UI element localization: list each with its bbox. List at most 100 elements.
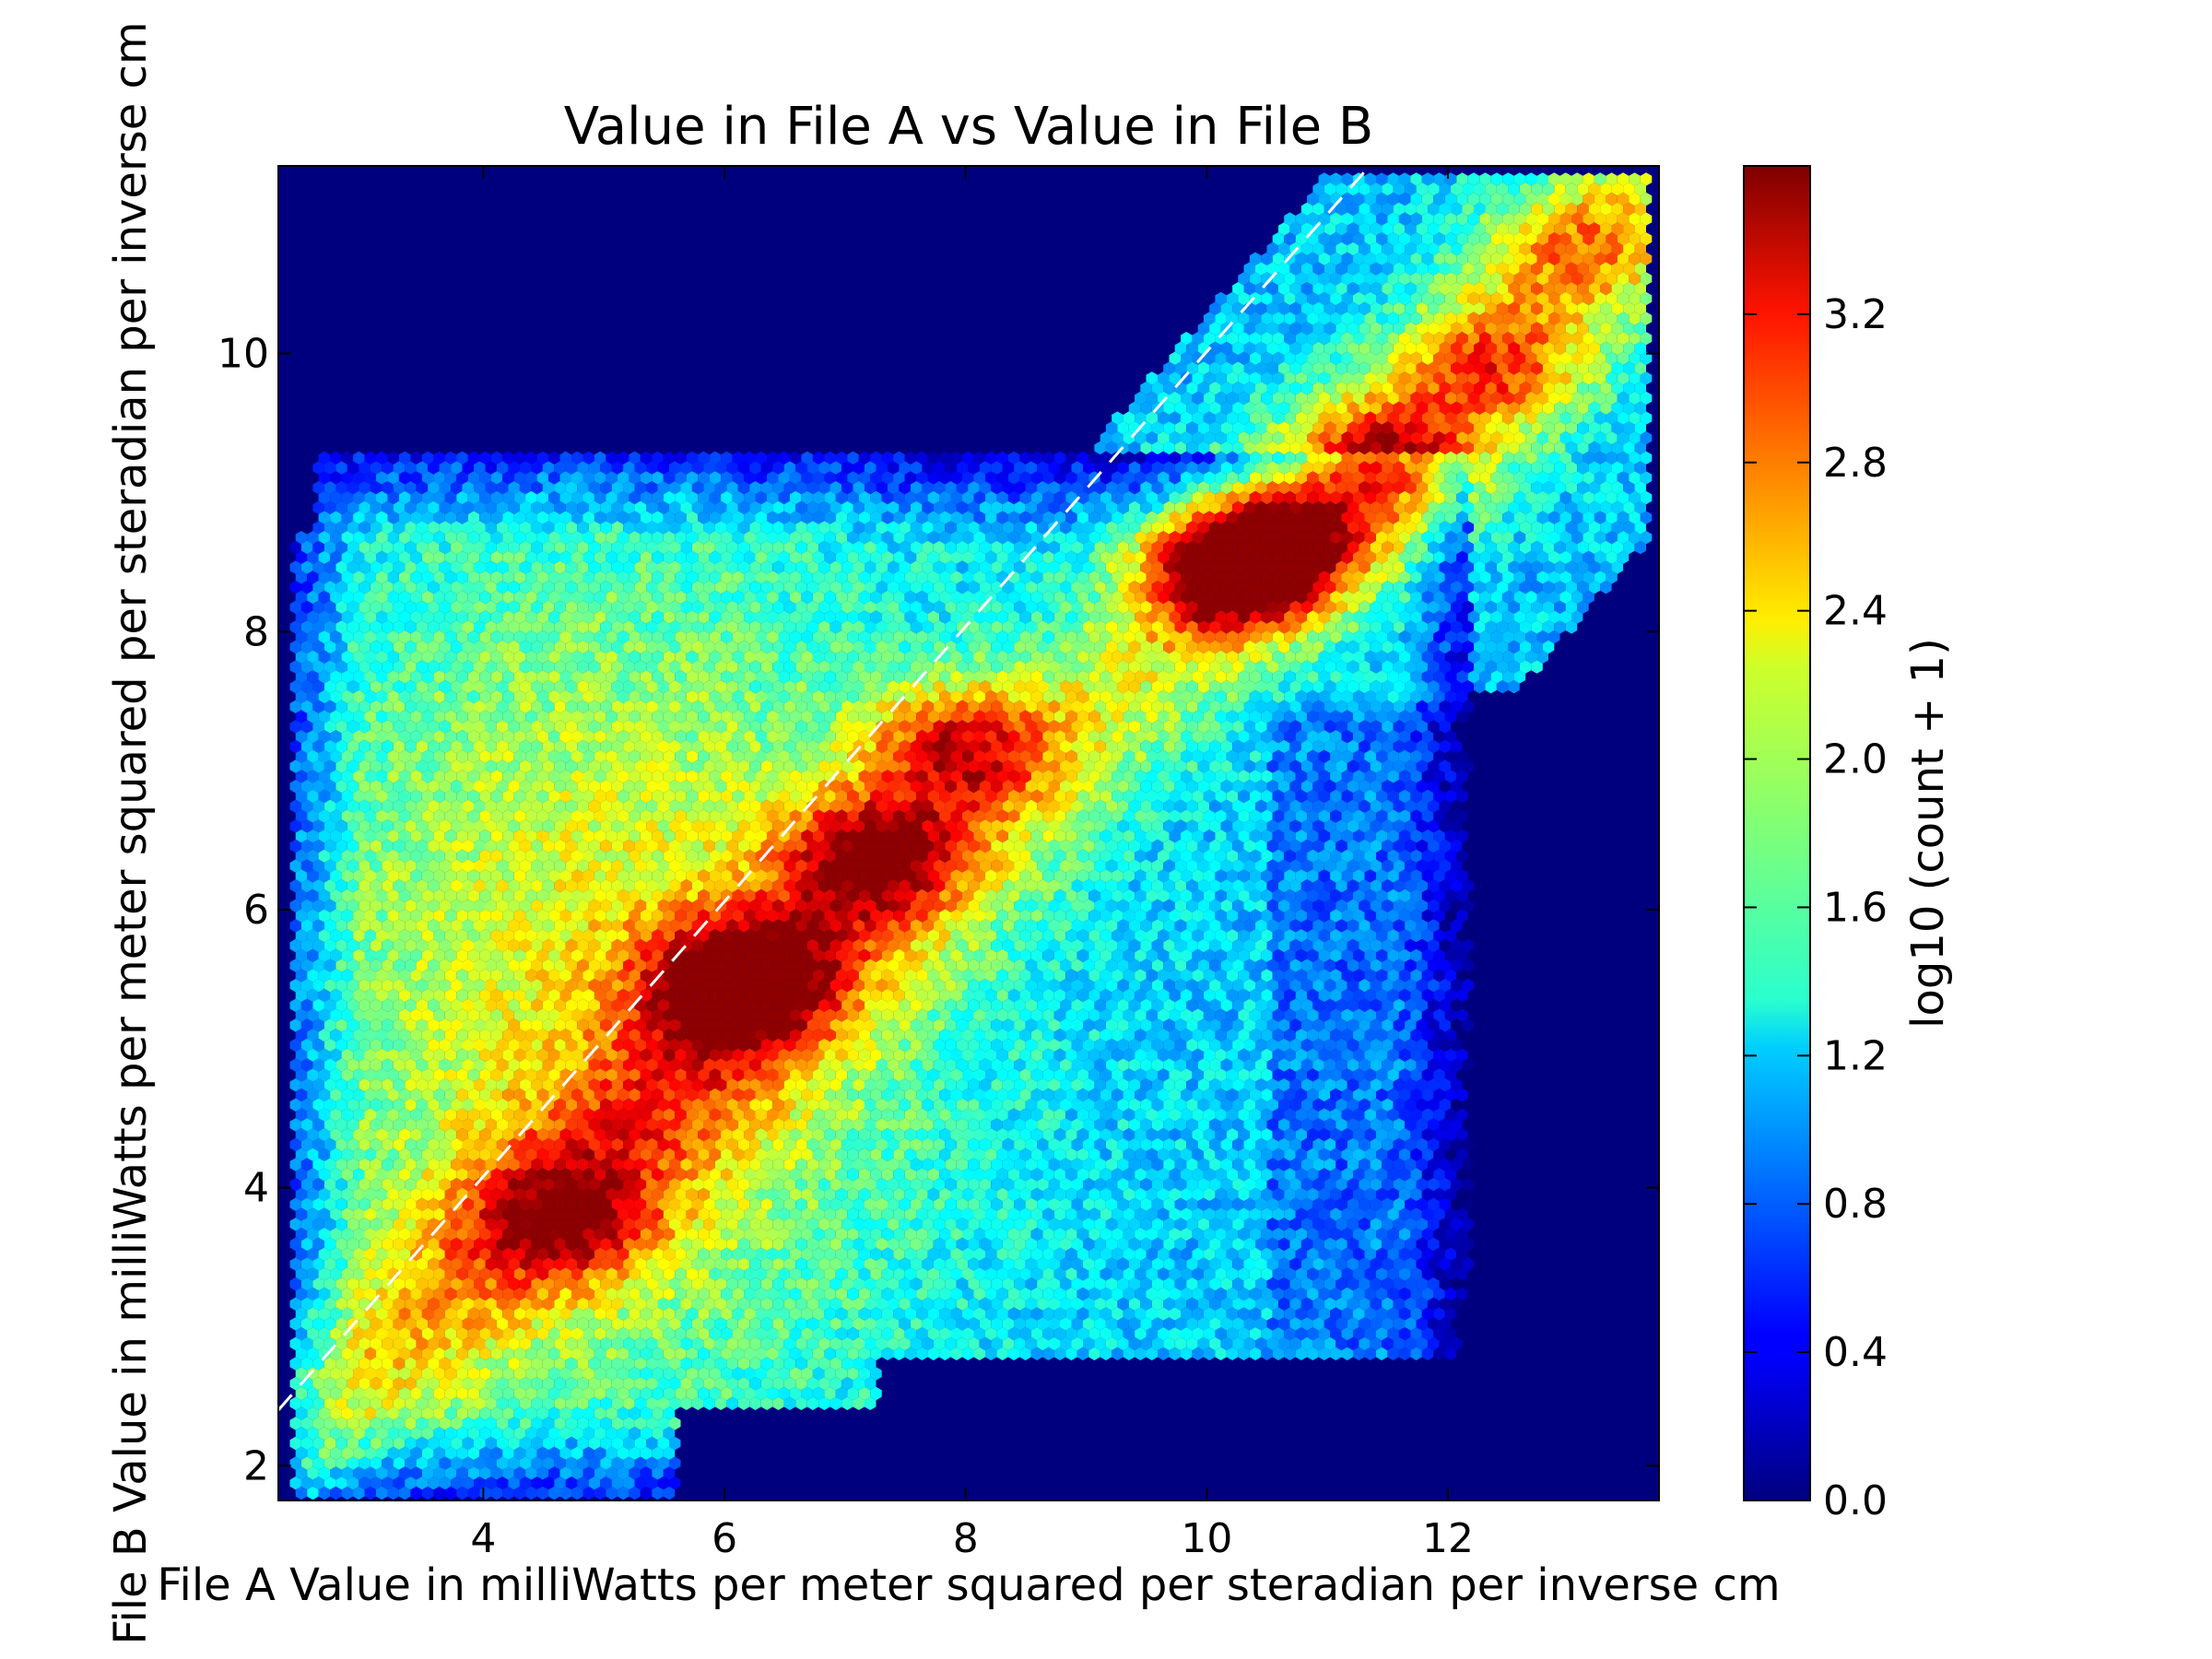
hex-cell: [1364, 172, 1376, 186]
hex-cell: [1203, 431, 1216, 445]
hex-cell: [1444, 411, 1457, 425]
hex-cell: [1571, 431, 1583, 445]
hex-cell: [1496, 461, 1509, 475]
hex-cell: [1278, 262, 1290, 276]
hex-cell: [1548, 272, 1560, 286]
hex-cell: [1347, 301, 1359, 315]
hex-cell: [1387, 192, 1399, 206]
hex-cell: [1508, 262, 1520, 276]
hex-cell: [1209, 401, 1221, 415]
hex-cell: [1324, 301, 1336, 315]
hex-cell: [1416, 222, 1429, 236]
hex-cell: [1611, 182, 1624, 196]
hex-cell: [1508, 301, 1520, 315]
hex-cell: [1410, 332, 1422, 346]
hex-cell: [1088, 451, 1100, 465]
hex-cell: [1629, 291, 1641, 306]
hex-cell: [1181, 371, 1193, 385]
hex-cell: [1295, 291, 1308, 306]
hex-cell: [1474, 282, 1486, 296]
hex-cell: [1335, 282, 1347, 296]
hex-cell: [341, 451, 354, 465]
hex-cell: [485, 461, 497, 475]
hex-cell: [1393, 262, 1406, 276]
hex-cell: [1617, 451, 1630, 465]
hex-cell: [1192, 391, 1204, 406]
hex-cell: [1105, 421, 1118, 435]
hex-cell: [1588, 262, 1601, 276]
hex-cell: [1300, 282, 1313, 296]
hex-cell: [1186, 441, 1198, 455]
hex-cell: [996, 451, 1008, 465]
hex-cell: [324, 461, 336, 475]
hex-cell: [1519, 441, 1532, 455]
hex-cell: [1513, 411, 1526, 425]
hex-cell: [1462, 382, 1474, 395]
hex-cell: [1278, 421, 1290, 435]
hex-cell: [1163, 421, 1175, 435]
hex-cell: [1456, 272, 1468, 286]
hex-cell: [1226, 451, 1239, 465]
hex-cell: [1536, 451, 1548, 465]
hex-cell: [1439, 282, 1451, 296]
hex-cell: [1428, 222, 1440, 236]
hex-cell: [1421, 391, 1434, 406]
hex-cell: [330, 451, 342, 465]
hex-cell: [1583, 172, 1594, 186]
hex-cell: [1583, 351, 1594, 365]
hex-cell: [1594, 391, 1606, 406]
hex-cell: [1284, 451, 1296, 465]
hex-cell: [1169, 431, 1181, 445]
hex-cell: [444, 471, 457, 485]
hex-cell: [1324, 262, 1336, 276]
hex-cell: [1094, 461, 1106, 475]
hex-cell: [1583, 252, 1594, 265]
hex-cell: [1577, 282, 1589, 296]
hex-cell: [1439, 341, 1451, 356]
hex-cell: [1565, 461, 1578, 475]
hex-cell: [1536, 391, 1548, 406]
hex-cell: [1559, 351, 1571, 365]
hex-cell: [1387, 391, 1399, 406]
hex-cell: [1163, 401, 1175, 415]
hex-cell: [1508, 441, 1520, 455]
hex-cell: [1479, 252, 1491, 265]
hex-cell: [1502, 212, 1514, 226]
hex-cell: [1629, 252, 1641, 265]
hex-cell: [1284, 272, 1296, 286]
hex-cell: [1382, 361, 1394, 375]
hex-cell: [1456, 232, 1468, 246]
hex-cell: [1565, 222, 1578, 236]
hex-cell: [1428, 182, 1440, 196]
hex-cell: [1163, 382, 1175, 395]
hex-cell: [1513, 232, 1526, 246]
hex-cell: [1370, 441, 1382, 455]
hex-cell: [1439, 361, 1451, 375]
hex-cell: [1393, 361, 1406, 375]
hex-cell: [1353, 371, 1365, 385]
hex-cell: [474, 461, 486, 475]
hex-cell: [577, 461, 589, 475]
hex-cell: [1623, 241, 1635, 256]
hex-cell: [1629, 212, 1641, 226]
hex-cell: [1140, 401, 1152, 415]
hex-cell: [1364, 411, 1376, 425]
hex-cell: [1554, 461, 1566, 475]
hex-cell: [1577, 361, 1589, 375]
hex-cell: [1232, 401, 1244, 415]
hex-cell: [1393, 301, 1406, 315]
hex-cell: [1571, 252, 1583, 265]
hex-cell: [1577, 241, 1589, 256]
hex-cell: [1289, 361, 1301, 375]
hex-cell: [439, 461, 452, 475]
hex-cell: [1640, 391, 1653, 406]
hex-cell: [1571, 291, 1583, 306]
hex-cell: [1513, 192, 1526, 206]
hex-cell: [1451, 361, 1463, 375]
hex-cell: [1370, 421, 1382, 435]
hex-cell: [1467, 172, 1480, 186]
hex-cell: [1135, 391, 1147, 406]
hex-cell: [1451, 401, 1463, 415]
hex-cell: [1536, 252, 1548, 265]
hex-cell: [1490, 371, 1503, 385]
